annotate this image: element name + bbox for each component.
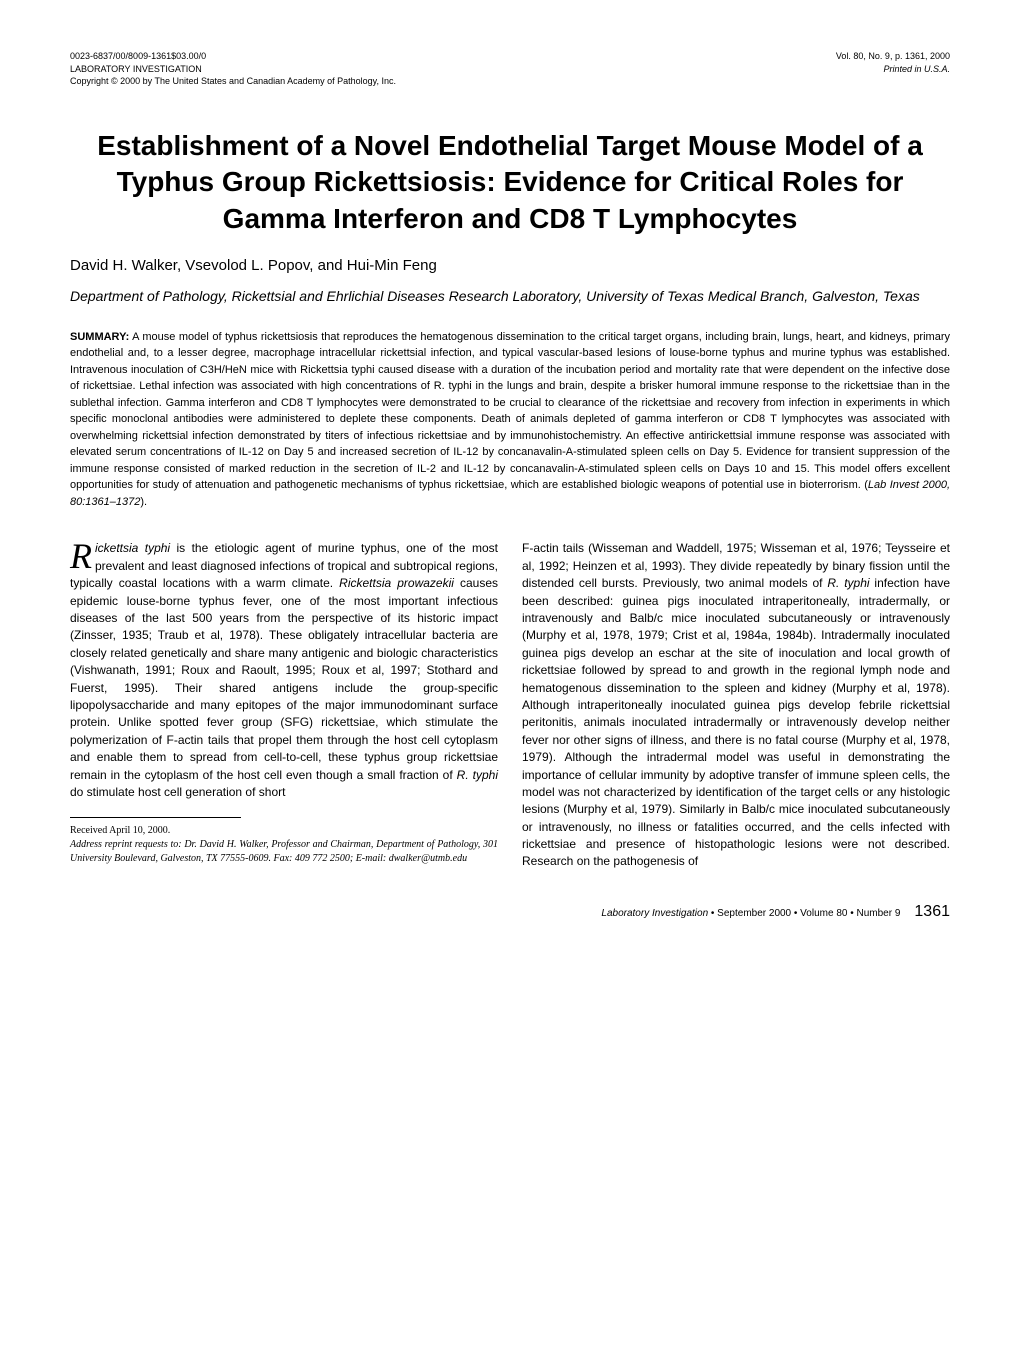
body-ital-1: ickettsia typhi bbox=[95, 541, 170, 555]
footnote-received: Received April 10, 2000. bbox=[70, 824, 498, 838]
body-columns: Rickettsia typhi is the etiologic agent … bbox=[70, 540, 950, 870]
header-code: 0023-6837/00/8009-1361$03.00/0 bbox=[70, 50, 396, 63]
header-right: Vol. 80, No. 9, p. 1361, 2000 Printed in… bbox=[836, 50, 950, 88]
column-right: F-actin tails (Wisseman and Waddell, 197… bbox=[522, 540, 950, 870]
summary-text: A mouse model of typhus rickettsiosis th… bbox=[70, 331, 950, 492]
body-ital-2: Rickettsia prowazekii bbox=[339, 576, 454, 590]
affiliation: Department of Pathology, Rickettsial and… bbox=[70, 286, 950, 307]
header-printed: Printed in U.S.A. bbox=[836, 63, 950, 76]
summary-label: SUMMARY: bbox=[70, 331, 129, 343]
page-header: 0023-6837/00/8009-1361$03.00/0 LABORATOR… bbox=[70, 50, 950, 88]
page-footer: Laboratory Investigation • September 200… bbox=[70, 901, 950, 923]
column-left: Rickettsia typhi is the etiologic agent … bbox=[70, 540, 498, 870]
footnote-separator bbox=[70, 817, 241, 818]
body-text-2c: infection have been described: guinea pi… bbox=[522, 576, 950, 868]
header-journal: LABORATORY INVESTIGATION bbox=[70, 63, 396, 76]
authors: David H. Walker, Vsevolod L. Popov, and … bbox=[70, 255, 950, 276]
footer-text: Laboratory Investigation • September 200… bbox=[601, 907, 900, 921]
footnote-block: Received April 10, 2000. Address reprint… bbox=[70, 824, 498, 866]
header-left: 0023-6837/00/8009-1361$03.00/0 LABORATOR… bbox=[70, 50, 396, 88]
footnote-address: Address reprint requests to: Dr. David H… bbox=[70, 838, 498, 866]
header-copyright: Copyright © 2000 by The United States an… bbox=[70, 75, 396, 88]
body-ital-3: R. typhi bbox=[457, 768, 498, 782]
footer-journal: Laboratory Investigation bbox=[601, 908, 708, 919]
body-text-1d: causes epidemic louse-borne typhus fever… bbox=[70, 576, 498, 781]
body-text-1f: do stimulate host cell generation of sho… bbox=[70, 785, 285, 799]
body-para-2: F-actin tails (Wisseman and Waddell, 197… bbox=[522, 540, 950, 870]
footer-issue: • September 2000 • Volume 80 • Number 9 bbox=[708, 908, 900, 919]
dropcap: R bbox=[70, 540, 95, 572]
body-para-1: Rickettsia typhi is the etiologic agent … bbox=[70, 540, 498, 801]
article-title: Establishment of a Novel Endothelial Tar… bbox=[70, 128, 950, 237]
header-volume: Vol. 80, No. 9, p. 1361, 2000 bbox=[836, 50, 950, 63]
summary-close: ). bbox=[140, 496, 147, 508]
footer-page-number: 1361 bbox=[914, 901, 950, 923]
body-ital-4: R. typhi bbox=[827, 576, 869, 590]
summary: SUMMARY: A mouse model of typhus rickett… bbox=[70, 329, 950, 511]
